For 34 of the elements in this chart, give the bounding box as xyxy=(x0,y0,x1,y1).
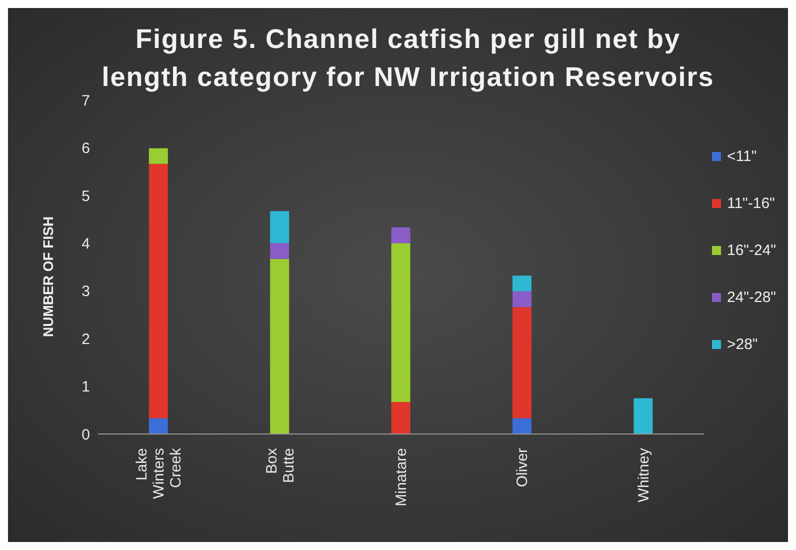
bar xyxy=(270,258,290,434)
bar xyxy=(270,243,290,259)
bar xyxy=(391,227,410,244)
chart-title: Figure 5. Channel catfish per gill net by length category for NW Irrigation Reservoirs xyxy=(100,23,716,94)
y-tick-label: 4 xyxy=(82,235,90,252)
y-tick-label: 6 xyxy=(82,140,90,158)
bar xyxy=(391,243,410,402)
y-axis-title: NUMBER OF FISH xyxy=(40,216,56,337)
y-tick-label: 2 xyxy=(82,330,90,348)
bar xyxy=(512,276,532,292)
bar xyxy=(148,418,168,434)
bar xyxy=(512,307,532,418)
legend-label: 24"-28" xyxy=(726,289,776,306)
x-tick-label: Box Butte xyxy=(263,448,298,484)
bar xyxy=(512,418,532,434)
legend-label: <11" xyxy=(726,148,758,165)
bar xyxy=(270,211,290,244)
legend-label: >28" xyxy=(726,336,759,353)
y-tick-label: 7 xyxy=(82,92,90,110)
legend-label: 11"-16" xyxy=(726,195,776,212)
x-tick-label: Minatare xyxy=(392,448,410,506)
y-tick-label: 1 xyxy=(82,378,90,396)
bar xyxy=(634,398,653,434)
bar xyxy=(391,402,410,434)
bar xyxy=(148,148,168,164)
x-tick-label: Lake Winters Creek xyxy=(134,448,185,499)
y-tick-label: 0 xyxy=(82,426,90,444)
x-tick-label: Whitney xyxy=(635,448,652,502)
bar xyxy=(512,291,532,308)
x-tick-label: Oliver xyxy=(514,448,532,488)
y-tick-label: 5 xyxy=(82,188,90,205)
y-tick-label: 3 xyxy=(82,283,90,300)
legend-label: 16"-24" xyxy=(726,242,776,259)
bar xyxy=(148,164,168,418)
